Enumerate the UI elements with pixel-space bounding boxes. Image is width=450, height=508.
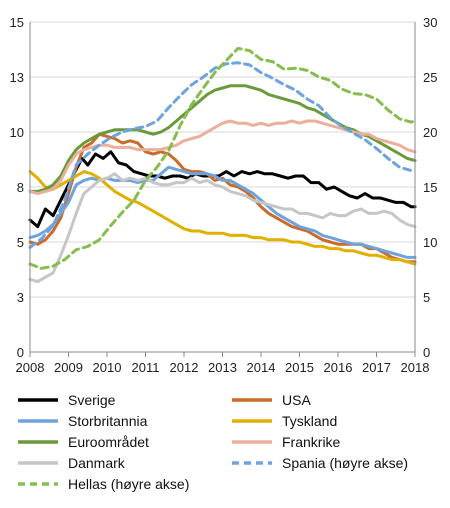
series-line-7 — [28, 61, 417, 249]
y-left-tick-label: 5 — [17, 235, 24, 250]
legend-label-3: Tyskland — [282, 413, 337, 429]
legend-label-6: Danmark — [68, 455, 126, 471]
x-tick-label: 2011 — [132, 360, 160, 375]
legend-label-4: Euroområdet — [68, 434, 149, 450]
x-tick-label: 2009 — [54, 360, 83, 375]
x-tick-label: 2014 — [247, 360, 276, 375]
legend-label-0: Sverige — [68, 392, 116, 408]
x-tick-label: 2013 — [208, 360, 237, 375]
series-line-2 — [28, 165, 417, 259]
y-right-tick-label: 0 — [423, 345, 430, 360]
series-line-8 — [28, 46, 417, 270]
series-line-3 — [28, 170, 417, 266]
legend-label-5: Frankrike — [282, 434, 341, 450]
x-tick-label: 2012 — [170, 360, 199, 375]
series-lines — [28, 46, 417, 284]
axes — [29, 22, 416, 357]
legend-label-7: Spania (høyre akse) — [282, 455, 408, 471]
y-right-tick-label: 15 — [423, 180, 437, 195]
y-left-tick-label: 0 — [17, 345, 24, 360]
x-tick-label: 2017 — [362, 360, 391, 375]
x-tick-label: 2010 — [93, 360, 122, 375]
tick-labels: 0 3 5 8 10 13 15 0 5 10 15 20 25 30 2008 2009 2010 2011 20… — [10, 15, 438, 375]
y-right-tick-label: 20 — [423, 125, 437, 140]
legend-label-1: USA — [282, 392, 311, 408]
legend: Sverige USA Storbritannia Tyskland Euroområd… — [18, 392, 408, 492]
series-line-4 — [28, 84, 417, 193]
y-left-tick-label: 13 — [10, 70, 24, 85]
y-right-tick-label: 5 — [423, 290, 430, 305]
x-tick-label: 2015 — [285, 360, 314, 375]
x-tick-label: 2008 — [16, 360, 45, 375]
x-tick-label: 2016 — [324, 360, 353, 375]
y-left-tick-label: 8 — [17, 180, 24, 195]
y-right-tick-label: 30 — [423, 15, 437, 30]
series-line-0 — [28, 150, 417, 229]
series-line-6 — [28, 172, 417, 284]
y-left-tick-label: 3 — [17, 290, 24, 305]
y-left-tick-label: 15 — [10, 15, 24, 30]
x-tick-label: 2018 — [401, 360, 430, 375]
legend-label-8: Hellas (høyre akse) — [68, 476, 189, 492]
y-left-tick-label: 10 — [10, 125, 24, 140]
legend-label-2: Storbritannia — [68, 413, 148, 429]
y-right-tick-label: 25 — [423, 70, 437, 85]
y-right-tick-label: 10 — [423, 235, 437, 250]
